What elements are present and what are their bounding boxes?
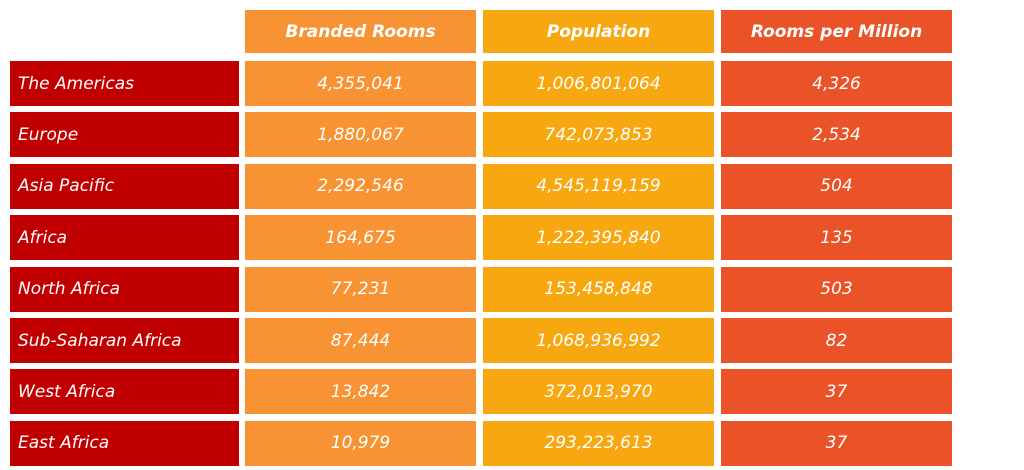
cell-population: 1,222,395,840	[483, 215, 714, 261]
cell-branded-rooms: 1,880,067	[245, 112, 476, 158]
row-label: The Americas	[10, 61, 239, 106]
cell-rooms-per-million: 37	[721, 420, 952, 466]
cell-branded-rooms: 77,231	[245, 266, 476, 312]
column-header-population: Population	[483, 10, 714, 53]
cell-population: 1,006,801,064	[483, 61, 714, 106]
cell-branded-rooms: 87,444	[245, 318, 476, 363]
row-label: West Africa	[10, 369, 239, 415]
cell-branded-rooms: 164,675	[245, 215, 476, 261]
row-label: Sub-Saharan Africa	[10, 318, 239, 363]
cell-rooms-per-million: 4,326	[721, 61, 952, 106]
cell-rooms-per-million: 82	[721, 318, 952, 363]
column-header-rooms-per-million: Rooms per Million	[721, 10, 952, 53]
cell-population: 742,073,853	[483, 112, 714, 158]
row-label: Africa	[10, 215, 239, 261]
row-label: Asia Pacific	[10, 163, 239, 209]
cell-population: 372,013,970	[483, 369, 714, 415]
row-label: North Africa	[10, 266, 239, 312]
row-label: Europe	[10, 112, 239, 158]
cell-population: 1,068,936,992	[483, 318, 714, 363]
cell-branded-rooms: 2,292,546	[245, 163, 476, 209]
cell-rooms-per-million: 37	[721, 369, 952, 415]
row-label: East Africa	[10, 420, 239, 466]
cell-branded-rooms: 4,355,041	[245, 61, 476, 106]
cell-rooms-per-million: 2,534	[721, 112, 952, 158]
column-header-branded-rooms: Branded Rooms	[245, 10, 476, 53]
cell-branded-rooms: 13,842	[245, 369, 476, 415]
cell-rooms-per-million: 135	[721, 215, 952, 261]
cell-rooms-per-million: 504	[721, 163, 952, 209]
cell-population: 153,458,848	[483, 266, 714, 312]
cell-population: 293,223,613	[483, 420, 714, 466]
cell-branded-rooms: 10,979	[245, 420, 476, 466]
cell-population: 4,545,119,159	[483, 163, 714, 209]
cell-rooms-per-million: 503	[721, 266, 952, 312]
